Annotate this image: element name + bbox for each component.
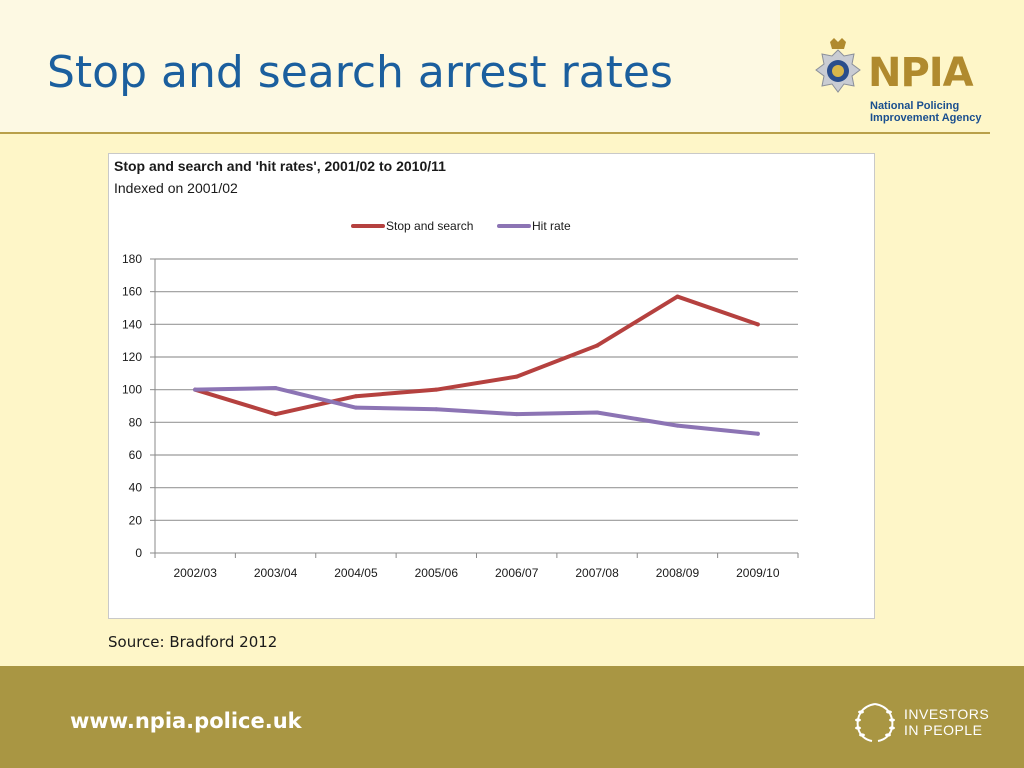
y-tick-label: 40 [129, 481, 143, 495]
y-tick-label: 20 [129, 513, 143, 527]
data-point [675, 294, 680, 299]
y-tick-label: 0 [135, 546, 142, 560]
y-tick-label: 80 [129, 415, 143, 429]
y-tick-label: 160 [122, 285, 142, 299]
data-point [514, 374, 519, 379]
x-tick-label: 2002/03 [173, 566, 217, 580]
y-tick-label: 180 [122, 252, 142, 266]
x-tick-label: 2009/10 [736, 566, 780, 580]
x-tick-label: 2008/09 [656, 566, 700, 580]
chart-legend: Stop and search Hit rate [351, 219, 571, 233]
laurel-wreath-icon [855, 703, 895, 742]
chart-subtitle: Indexed on 2001/02 [114, 180, 238, 196]
investors-line1: INVESTORS [904, 706, 990, 722]
data-point [755, 431, 760, 436]
data-point [353, 405, 358, 410]
title-divider [0, 132, 990, 134]
source-note: Source: Bradford 2012 [108, 633, 278, 651]
y-tick-label: 100 [122, 383, 142, 397]
data-point [675, 423, 680, 428]
data-point [434, 387, 439, 392]
x-tick-label: 2004/05 [334, 566, 378, 580]
footer-band [0, 666, 1024, 768]
data-point [193, 387, 198, 392]
legend-label: Stop and search [386, 219, 473, 233]
investors-in-people-logo: INVESTORS IN PEOPLE [852, 700, 1002, 744]
npia-subtitle-line1: National Policing [870, 100, 960, 112]
x-tick-label: 2003/04 [254, 566, 298, 580]
x-tick-label: 2005/06 [415, 566, 459, 580]
chart-title: Stop and search and 'hit rates', 2001/02… [114, 158, 446, 174]
data-point [755, 322, 760, 327]
data-point [514, 412, 519, 417]
npia-logo: NPIA National Policing Improvement Agenc… [812, 36, 997, 130]
slide-title: Stop and search arrest rates [47, 47, 673, 98]
data-point [595, 343, 600, 348]
line-chart: Stop and search and 'hit rates', 2001/02… [114, 158, 799, 580]
police-crest-icon [815, 38, 861, 93]
investors-line2: IN PEOPLE [904, 722, 983, 738]
legend-label: Hit rate [532, 219, 571, 233]
footer-url-link[interactable]: www.npia.police.uk [70, 709, 302, 733]
x-axis: 2002/03 2003/04 2004/05 2005/06 2006/07 2007/… [154, 552, 799, 580]
series-line-stop-and-search [193, 294, 760, 417]
y-axis: 0 20 40 60 80 100 120 140 160 180 [122, 252, 156, 560]
x-tick-label: 2006/07 [495, 566, 539, 580]
y-tick-label: 120 [122, 350, 142, 364]
chart-container: Stop and search and 'hit rates', 2001/02… [108, 153, 875, 619]
chart-series [193, 294, 760, 436]
data-point [273, 386, 278, 391]
y-tick-label: 140 [122, 317, 142, 331]
series-line-hit-rate [193, 386, 760, 436]
data-point [434, 407, 439, 412]
data-point [353, 394, 358, 399]
investors-in-people-text: INVESTORS IN PEOPLE [904, 706, 989, 738]
x-tick-label: 2007/08 [575, 566, 619, 580]
npia-subtitle-line2: Improvement Agency [870, 112, 982, 124]
data-point [595, 410, 600, 415]
title-band [0, 0, 780, 132]
npia-wordmark: NPIA [868, 50, 974, 96]
y-tick-label: 60 [129, 448, 143, 462]
data-point [273, 412, 278, 417]
npia-subtitle: National Policing Improvement Agency [870, 100, 981, 124]
